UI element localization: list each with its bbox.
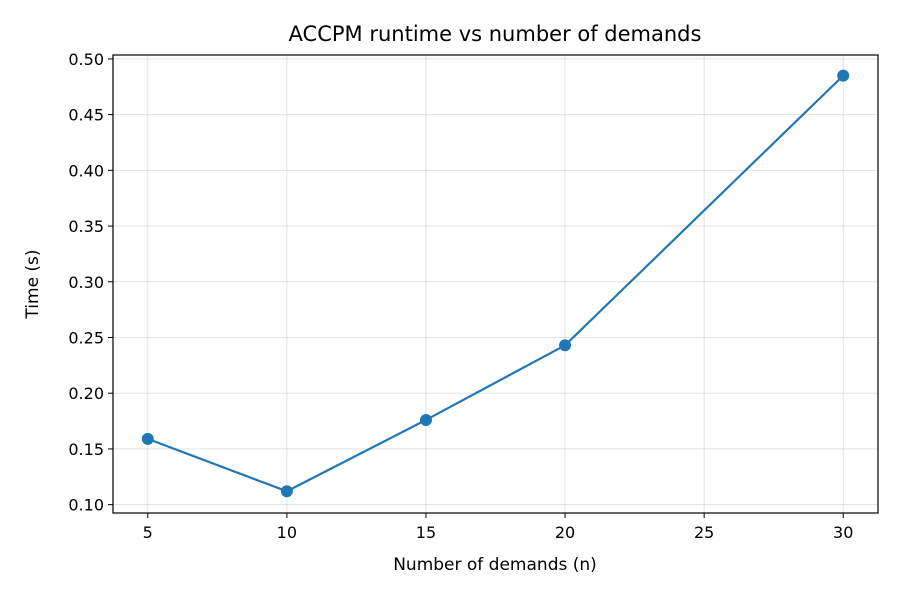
y-tick-label: 0.10 [68,496,104,515]
y-tick-label: 0.25 [68,328,104,347]
data-point [837,69,850,82]
y-tick-label: 0.35 [68,217,104,236]
y-tick-label: 0.45 [68,106,104,125]
series-layer [141,69,850,498]
series-line [147,74,844,493]
chart-title: ACCPM runtime vs number of demands [289,22,702,46]
y-tick-label: 0.20 [68,384,104,403]
x-tick-label: 10 [277,523,297,542]
y-tick-label: 0.30 [68,273,104,292]
x-tick-label: 5 [143,523,153,542]
y-tick-label: 0.50 [68,50,104,69]
y-axis-label: Time (s) [23,249,43,319]
ticks-layer: 5 10 15 20 25 30 0.10 0.15 0.20 0.25 0.30 0.35 0.40 0… [68,50,853,542]
x-tick-label: 15 [416,523,436,542]
x-tick-label: 25 [694,523,714,542]
data-point [419,413,432,426]
data-point [559,339,572,352]
grid-layer [113,55,878,513]
x-tick-label: 30 [833,523,853,542]
data-point [280,485,293,498]
x-axis-label: Number of demands (n) [393,555,597,575]
y-tick-label: 0.40 [68,161,104,180]
plot-frame [112,54,879,514]
x-tick-label: 20 [555,523,575,542]
data-point [141,432,154,445]
y-tick-label: 0.15 [68,440,104,459]
